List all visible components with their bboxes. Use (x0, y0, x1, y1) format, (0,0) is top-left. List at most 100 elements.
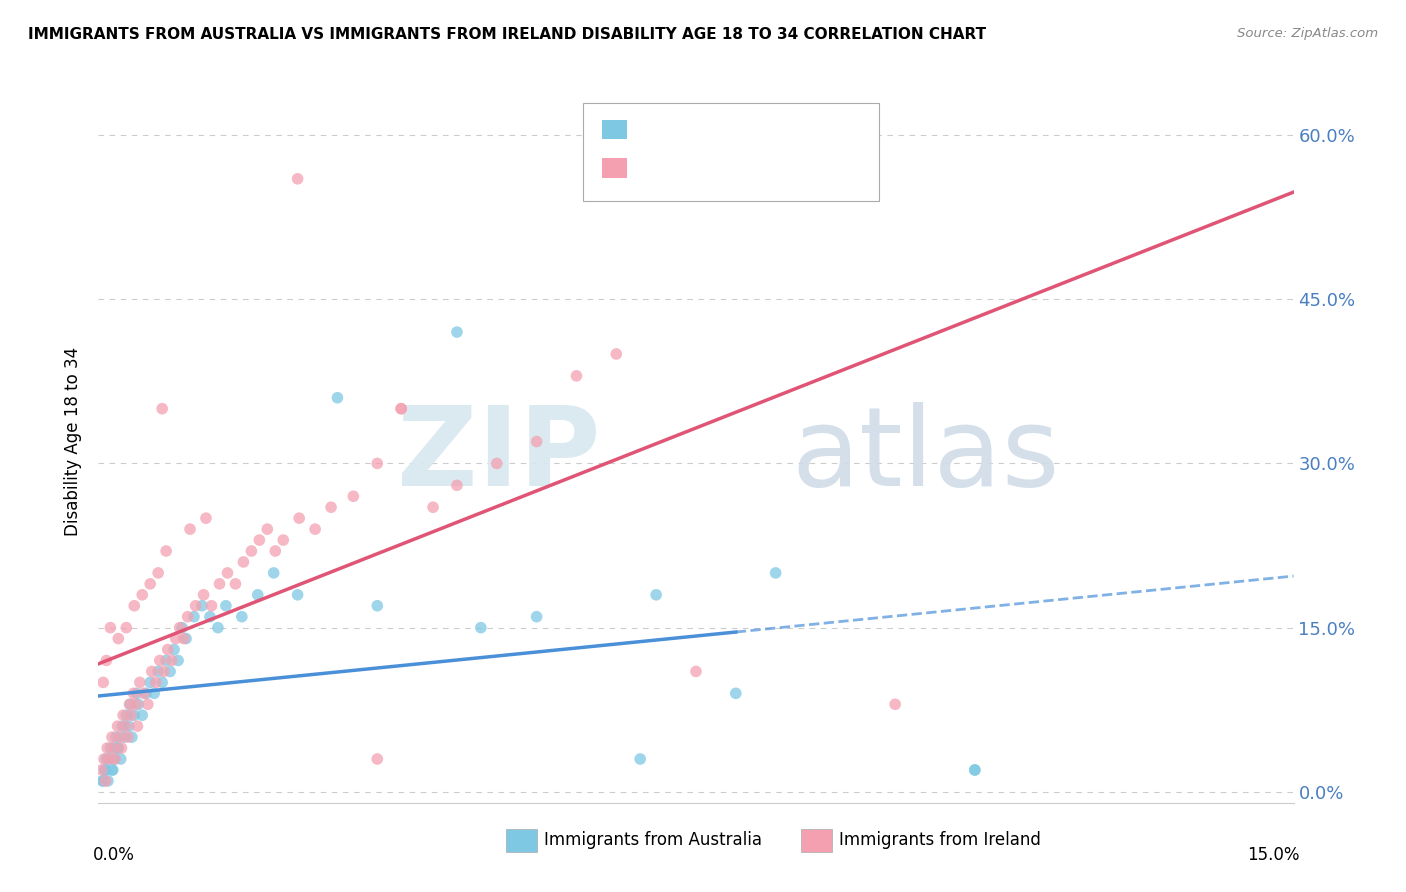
Text: R =: R = (636, 120, 672, 138)
Point (96, 741, 118, 756)
Point (120, 698, 142, 712)
Point (104, 752, 127, 766)
Text: N =: N = (738, 120, 775, 138)
Point (198, 609, 221, 624)
Point (256, 522, 278, 536)
Point (112, 730, 135, 744)
Point (91, 773, 114, 788)
Point (98, 752, 121, 766)
Text: IMMIGRANTS FROM AUSTRALIA VS IMMIGRANTS FROM IRELAND DISABILITY AGE 18 TO 34 COR: IMMIGRANTS FROM AUSTRALIA VS IMMIGRANTS … (28, 27, 986, 42)
Point (121, 730, 143, 744)
Point (114, 719, 136, 733)
Text: atlas: atlas (792, 402, 1060, 509)
Point (264, 544, 287, 558)
Point (628, 752, 651, 766)
Point (112, 708, 135, 723)
Point (117, 730, 139, 744)
Point (165, 632, 187, 646)
Point (148, 566, 170, 580)
Text: 15.0%: 15.0% (1247, 847, 1299, 864)
Y-axis label: Disability Age 18 to 34: Disability Age 18 to 34 (65, 347, 83, 536)
Point (143, 686, 166, 700)
Point (135, 686, 157, 700)
Point (724, 686, 747, 700)
Point (139, 577, 162, 591)
Point (150, 401, 173, 416)
Point (159, 665, 181, 679)
Point (125, 698, 148, 712)
Point (172, 621, 194, 635)
Point (111, 719, 134, 733)
Point (118, 719, 141, 733)
Point (366, 599, 388, 613)
Point (94, 763, 117, 777)
Point (207, 621, 229, 635)
Point (96, 752, 118, 766)
Point (167, 653, 190, 667)
Point (91, 773, 114, 788)
Point (183, 609, 205, 624)
Text: 69: 69 (776, 159, 799, 177)
Point (94, 773, 117, 788)
Point (215, 599, 238, 613)
Point (124, 708, 146, 723)
Point (101, 763, 124, 777)
Point (446, 478, 468, 492)
Point (645, 588, 668, 602)
Point (97, 773, 120, 788)
Point (526, 609, 548, 624)
Point (149, 653, 172, 667)
Point (124, 599, 146, 613)
Point (232, 555, 254, 569)
Point (148, 665, 170, 679)
Point (136, 698, 159, 712)
Point (127, 698, 149, 712)
Point (963, 763, 986, 777)
Point (110, 752, 132, 766)
Point (288, 511, 311, 525)
Text: Source: ZipAtlas.com: Source: ZipAtlas.com (1237, 27, 1378, 40)
Point (115, 621, 138, 635)
Point (389, 401, 412, 416)
Point (90, 763, 112, 777)
Point (103, 752, 125, 766)
Point (98, 741, 122, 756)
Point (200, 599, 222, 613)
Point (884, 698, 907, 712)
Point (98, 621, 122, 635)
Point (101, 730, 124, 744)
Point (217, 566, 239, 580)
Point (319, 500, 342, 515)
Point (326, 391, 349, 405)
Point (96, 653, 118, 667)
Point (342, 489, 364, 503)
Point (446, 325, 468, 339)
Point (526, 434, 548, 449)
Point (107, 632, 129, 646)
Point (131, 588, 153, 602)
Point (174, 632, 197, 646)
Point (122, 686, 145, 700)
Point (765, 566, 787, 580)
Point (141, 665, 163, 679)
Point (224, 577, 246, 591)
Text: 0.0%: 0.0% (93, 847, 135, 864)
Point (107, 719, 129, 733)
Point (304, 522, 326, 536)
Point (120, 708, 142, 723)
Point (115, 708, 138, 723)
Point (485, 457, 508, 471)
Point (271, 533, 294, 547)
Point (470, 621, 492, 635)
Point (107, 741, 129, 756)
Point (103, 741, 125, 756)
Point (191, 599, 214, 613)
Point (184, 599, 207, 613)
Point (131, 708, 153, 723)
Point (195, 511, 218, 525)
Text: ZIP: ZIP (396, 402, 600, 509)
Point (685, 665, 707, 679)
Point (127, 719, 149, 733)
Point (105, 741, 128, 756)
Point (246, 588, 269, 602)
